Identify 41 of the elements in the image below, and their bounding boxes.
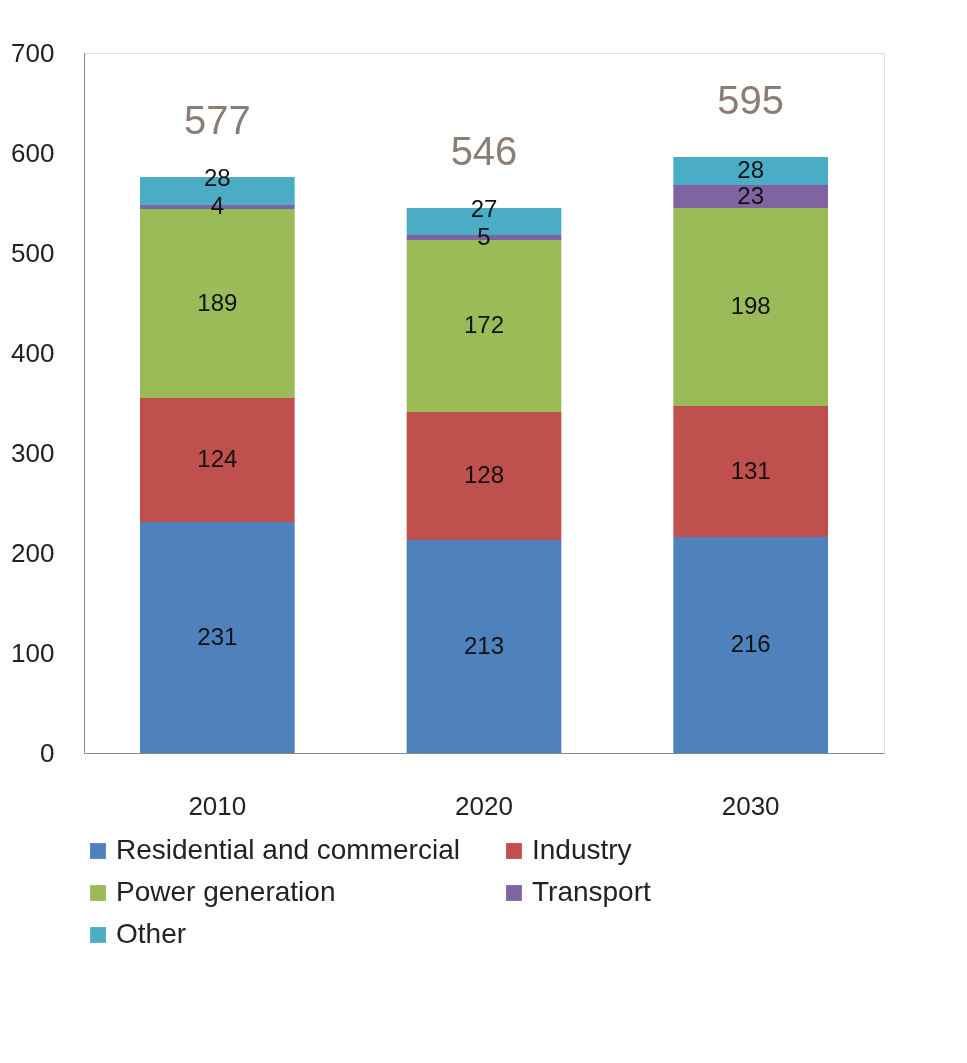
data-label: 213: [463, 631, 505, 659]
data-label: 124: [197, 445, 238, 472]
bar: [673, 208, 828, 406]
y-tick-label: 700: [11, 37, 55, 68]
bar: [140, 398, 295, 522]
data-label: 198: [730, 292, 771, 319]
bar: [673, 537, 828, 753]
bar: [406, 412, 562, 540]
y-tick-label: 200: [11, 537, 55, 568]
data-label: 4: [210, 192, 225, 219]
x-tick-label: 2020: [455, 790, 513, 821]
bar: [673, 185, 828, 208]
legend-label: Industry: [532, 834, 632, 865]
legend-label: Power generation: [116, 876, 336, 907]
data-label: 28: [737, 156, 765, 183]
data-label: 172: [463, 311, 505, 338]
y-tick-label: 300: [11, 437, 55, 468]
bar: [140, 522, 295, 753]
bar: [406, 540, 562, 753]
data-label: 189: [197, 288, 238, 316]
data-label: 23: [737, 181, 765, 209]
bar: [673, 406, 828, 537]
data-label: 216: [730, 630, 771, 657]
total-label: 546: [450, 129, 518, 173]
data-label: 128: [463, 461, 505, 488]
x-tick-label: 2010: [188, 790, 247, 821]
data-label: 131: [730, 456, 771, 484]
y-tick-label: 600: [11, 137, 55, 168]
total-label: 595: [717, 78, 785, 122]
legend-label: Transport: [532, 876, 651, 907]
y-tick-label: 100: [11, 637, 55, 668]
y-tick-label: 400: [11, 337, 55, 368]
data-label: 231: [197, 622, 238, 650]
y-tick-label: 0: [40, 737, 55, 768]
total-label: 577: [183, 98, 251, 142]
legend-label: Other: [116, 918, 187, 949]
y-tick-label: 500: [11, 237, 55, 268]
bar: [673, 157, 828, 185]
legend-label: Residential and commercial: [116, 834, 460, 865]
x-tick-label: 2030: [721, 790, 780, 821]
data-label: 5: [477, 222, 491, 250]
